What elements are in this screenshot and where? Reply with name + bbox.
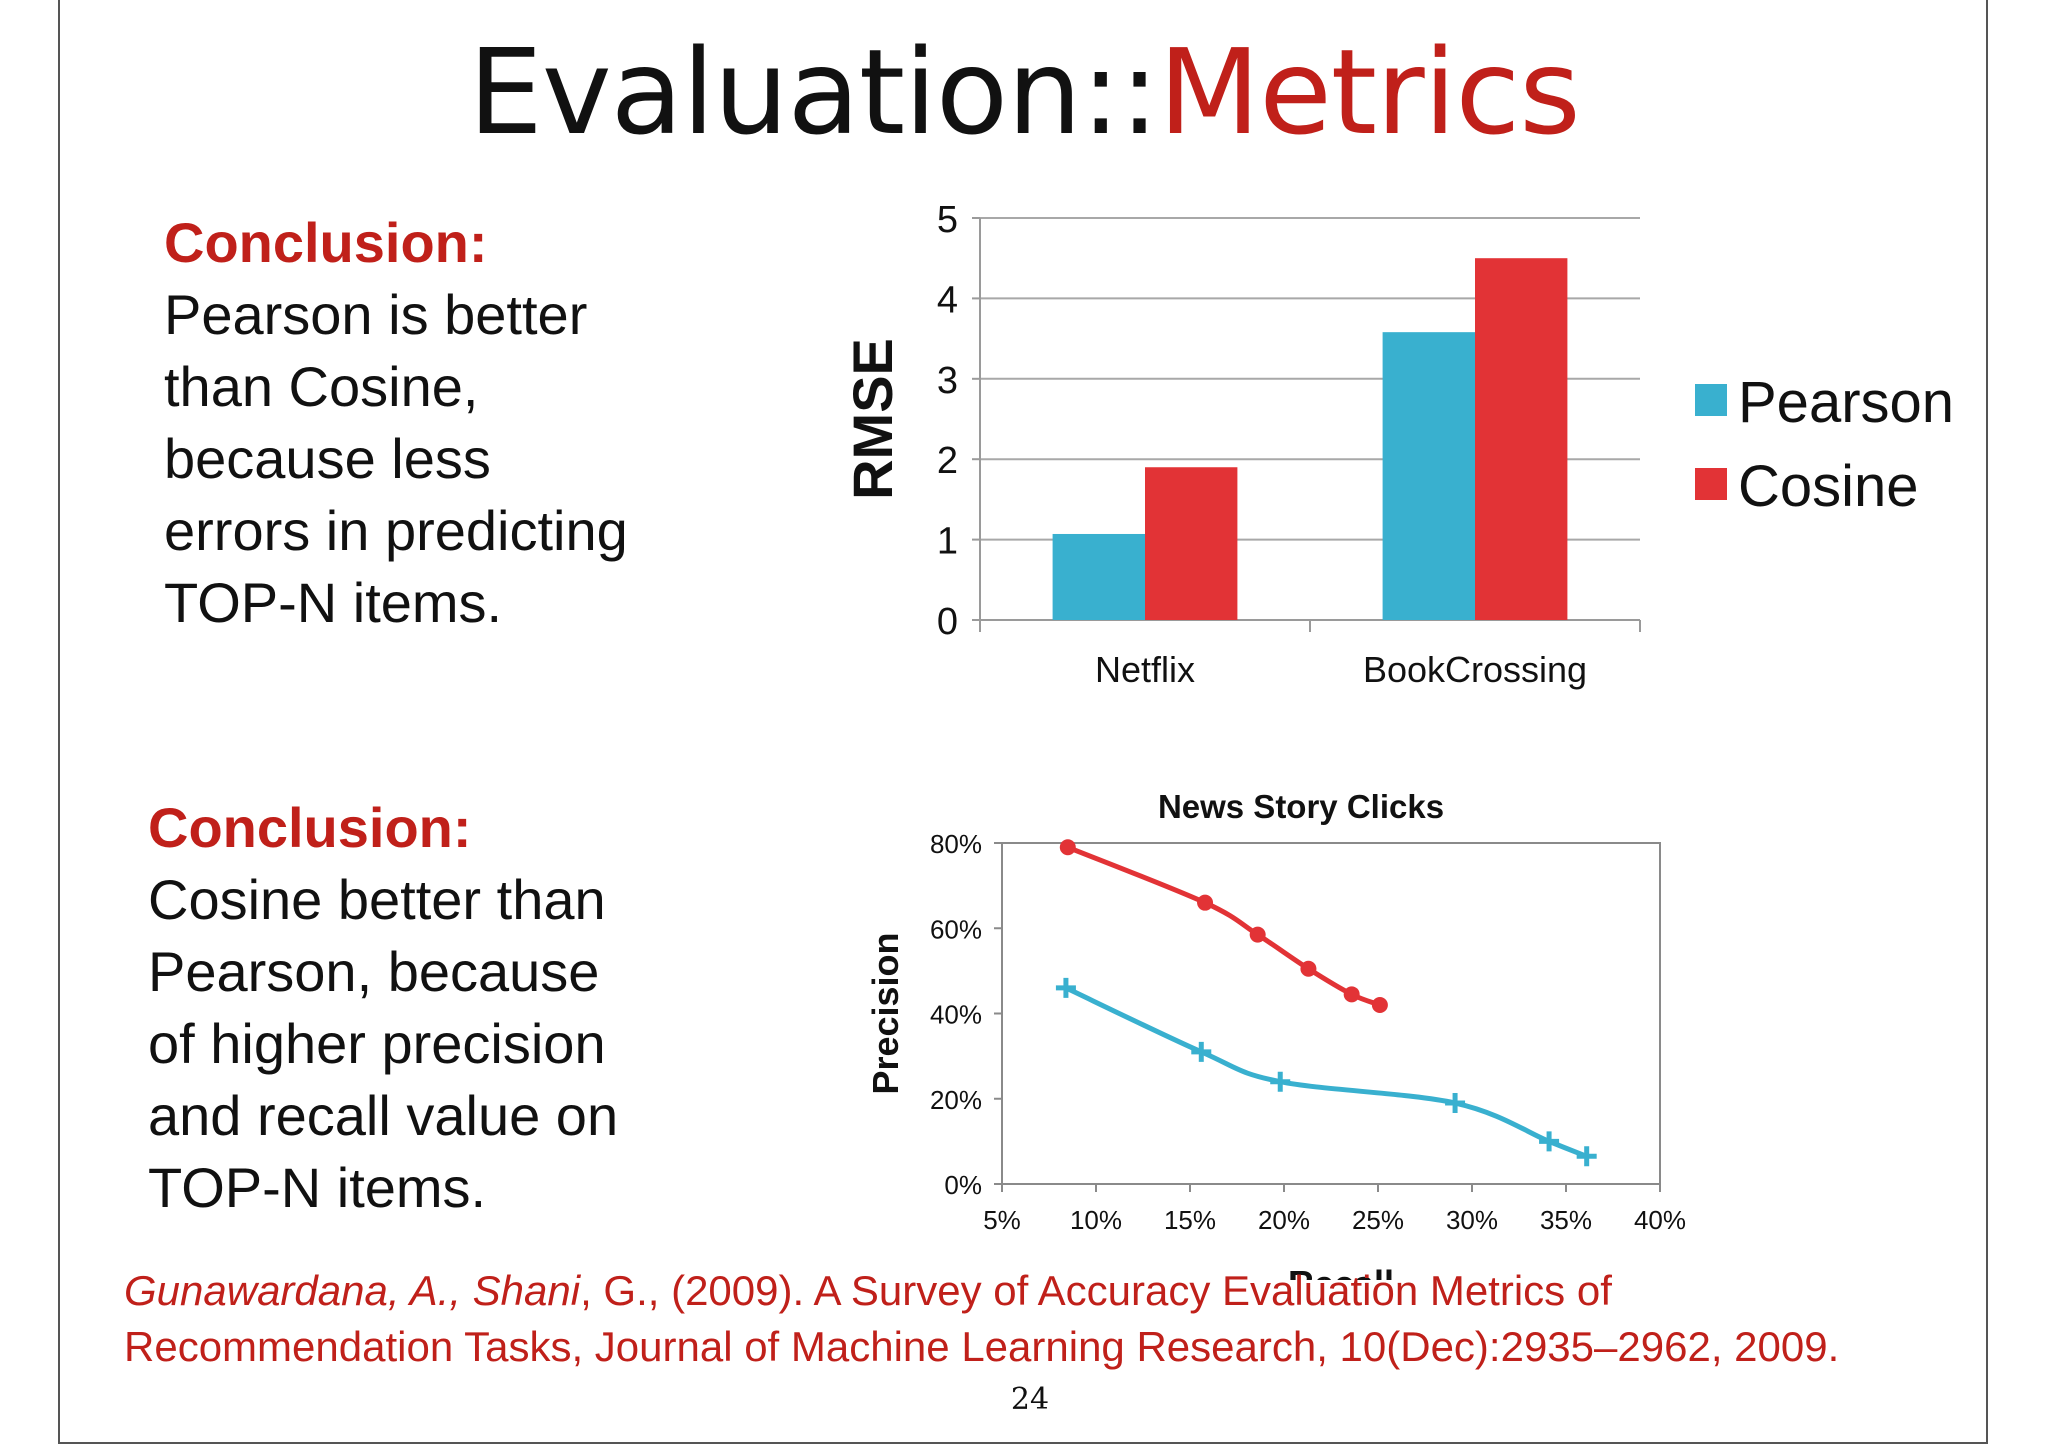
y-tick-label: 20% [930, 1085, 982, 1115]
data-point [1300, 960, 1317, 977]
data-point [1576, 1146, 1597, 1167]
data-point [1191, 1041, 1212, 1062]
y-axis-title: RMSE [841, 338, 904, 500]
y-tick-label: 60% [930, 914, 982, 944]
x-tick-label: 20% [1258, 1205, 1310, 1235]
precision-recall-chart: News Story Clicks 0% 20% 40% 60% 80% 5% 10% 15% 2… [865, 788, 1686, 1280]
x-axis-title: Recall [1288, 1263, 1394, 1280]
conclusion-block-1: Conclusion: Pearson is better than Cosin… [164, 207, 724, 639]
slide-frame [58, 0, 1988, 1444]
legend-swatch [1695, 468, 1727, 500]
legend-label: Cosine [1738, 454, 1919, 519]
title-part-black: Evaluation:: [468, 23, 1159, 161]
bar-pearson-netflix [1052, 533, 1145, 620]
y-tick-label: 1 [937, 521, 958, 563]
y-tick-label: 80% [930, 829, 982, 859]
x-category-label: BookCrossing [1363, 649, 1587, 690]
x-category-label: Netflix [1095, 649, 1195, 690]
citation-authors: Gunawardana, A., Shani [124, 1267, 581, 1314]
data-point [1371, 996, 1388, 1013]
x-tick-label: 30% [1446, 1205, 1498, 1235]
y-axis-title: Precision [865, 932, 906, 1094]
conclusion-text: Pearson is better than Cosine, because l… [164, 283, 628, 634]
conclusion-text: Cosine better than Pearson, because of h… [148, 868, 619, 1219]
page-number: 24 [1010, 1382, 1050, 1417]
y-tick-label: 3 [937, 360, 958, 402]
y-tick-label: 40% [930, 1000, 982, 1030]
y-tick-label: 5 [937, 199, 958, 241]
citation: Gunawardana, A., Shani, G., (2009). A Su… [124, 1263, 1924, 1375]
data-point [1270, 1071, 1291, 1092]
title-part-red: Metrics [1158, 23, 1580, 161]
data-point [1343, 986, 1360, 1003]
data-point [1055, 977, 1076, 998]
conclusion-heading: Conclusion: [148, 796, 472, 859]
legend-label: Pearson [1738, 370, 1954, 435]
data-point [1197, 894, 1214, 911]
slide-title: Evaluation::Metrics [0, 22, 2048, 162]
data-point [1249, 926, 1266, 943]
plot-frame [1001, 842, 1661, 1185]
x-tick-label: 40% [1634, 1205, 1686, 1235]
y-tick-label: 0 [937, 601, 958, 643]
x-tick-label: 10% [1070, 1205, 1122, 1235]
data-point [1445, 1093, 1466, 1114]
bar-pearson-bookcrossing [1382, 332, 1475, 620]
conclusion-heading: Conclusion: [164, 211, 488, 274]
citation-text: , G., (2009). A Survey of Accuracy Evalu… [124, 1267, 1840, 1370]
bar-cosine-bookcrossing [1475, 258, 1568, 620]
x-tick-label: 25% [1352, 1205, 1404, 1235]
legend-swatch [1695, 384, 1727, 416]
y-tick-label: 0% [944, 1170, 982, 1200]
chart-title: News Story Clicks [1158, 788, 1444, 825]
x-tick-label: 5% [983, 1205, 1021, 1235]
y-tick-label: 2 [937, 440, 958, 482]
data-point [1539, 1131, 1560, 1152]
series-line-2 [1064, 985, 1588, 1159]
conclusion-block-2: Conclusion: Cosine better than Pearson, … [148, 792, 708, 1224]
bar-cosine-netflix [1145, 467, 1238, 620]
series-line-1 [1066, 844, 1381, 1008]
x-tick-label: 35% [1540, 1205, 1592, 1235]
rmse-bar-chart: 0 1 2 3 4 5 RMSE Netflix BookCrossing Pearson Cosi… [841, 199, 1954, 690]
y-tick-label: 4 [937, 279, 958, 321]
data-point [1059, 839, 1076, 856]
x-tick-label: 15% [1164, 1205, 1216, 1235]
